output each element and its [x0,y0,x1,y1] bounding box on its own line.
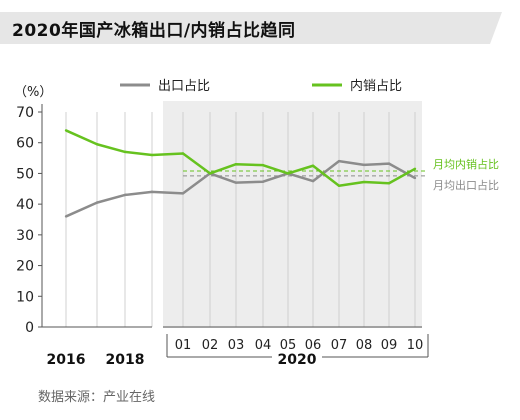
reference-label-1: 月均出口占比 [433,178,499,192]
data-point-0-01 [181,192,185,195]
x-group-label-2020: 2020 [278,352,317,368]
y-tick-label-0: 0 [25,320,34,336]
data-point-1-08 [362,180,366,184]
data-point-1-2019 [150,153,154,157]
y-tick-label-60: 60 [16,136,34,152]
series-line-0 [65,159,416,218]
legend-label-0: 出口占比 [158,79,210,94]
data-point-0-09 [387,162,391,165]
title-band [0,12,502,44]
highlight-2020-region [163,101,422,328]
data-point-1-04 [261,163,265,167]
legend-label-1: 内销占比 [350,78,402,94]
data-point-1-07 [337,184,341,187]
data-point-0-2018 [123,193,127,197]
data-source: 数据来源：产业在线 [38,390,156,405]
y-tick-label-30: 30 [16,228,34,244]
data-point-1-02 [208,172,212,175]
y-axis-unit: （%） [14,85,52,100]
x-tick-label-02: 02 [202,338,219,353]
data-point-0-2016 [64,215,68,218]
data-point-0-04 [261,180,265,183]
page-title: 2020年国产冰箱出口/内销占比趋同 [12,21,296,41]
series-line-1 [65,129,416,187]
data-point-1-09 [387,182,391,185]
data-point-0-10 [413,176,417,180]
data-point-0-08 [362,163,366,167]
x-tick-label-03: 03 [228,338,245,353]
x-tick-label-09: 09 [381,338,398,353]
data-point-0-2019 [150,190,154,194]
data-point-1-01 [181,152,185,155]
x-tick-label-2018: 2018 [106,352,145,368]
reference-label-0: 月均内销占比 [433,157,499,171]
data-point-0-03 [234,181,238,184]
y-tick-label-70: 70 [16,105,34,121]
y-tick-label-50: 50 [16,166,34,182]
x-tick-label-2016: 2016 [47,352,86,368]
data-point-1-03 [234,163,238,166]
x-tick-label-01: 01 [175,338,192,353]
x-tick-label-04: 04 [255,338,272,353]
data-point-1-2017 [95,143,99,146]
data-point-1-2016 [64,129,68,132]
data-point-0-06 [311,179,315,183]
y-tick-label-10: 10 [16,289,34,305]
y-tick-label-40: 40 [16,197,34,213]
x-tick-label-07: 07 [331,338,348,353]
group-label-bg [272,349,322,367]
data-point-1-2018 [123,150,127,154]
data-point-0-07 [337,159,341,163]
data-point-0-2017 [95,201,99,204]
data-point-1-10 [413,167,417,171]
data-point-1-06 [311,164,315,167]
x-tick-label-08: 08 [356,338,373,353]
y-tick-label-20: 20 [16,259,34,275]
data-point-1-05 [286,172,290,175]
x-tick-label-10: 10 [407,338,424,353]
